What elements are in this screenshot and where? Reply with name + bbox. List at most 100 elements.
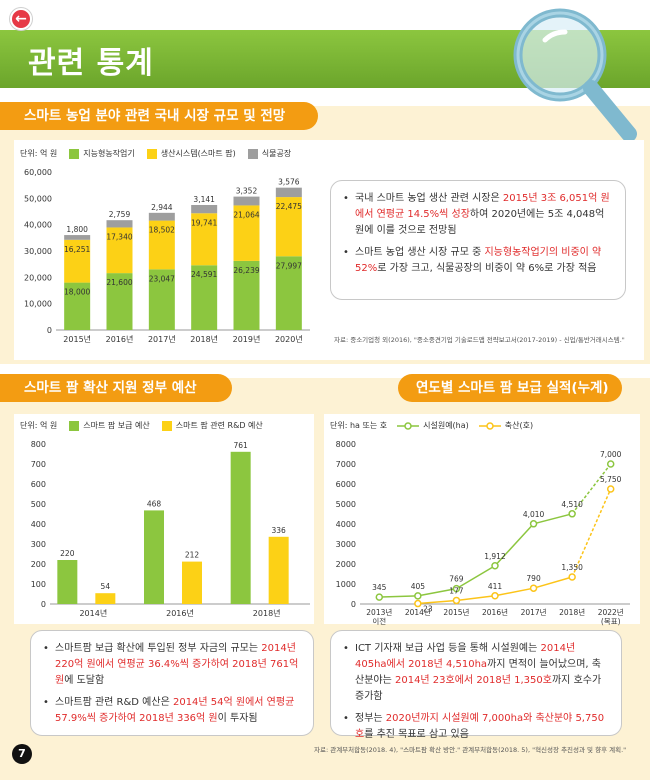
series-point (452, 596, 461, 605)
bar-segment (191, 265, 218, 330)
section2-title: 스마트 팜 확산 지원 정부 예산 (0, 374, 232, 402)
data-label: 1,912 (484, 552, 506, 561)
note-item: 스마트 농업 생산 시장 규모 중 지능형농작업기의 비중이 약 52%로 가장… (343, 245, 613, 277)
y-tick-label: 10,000 (24, 300, 52, 309)
data-label: 16,251 (64, 245, 90, 254)
data-label: 22,475 (276, 202, 302, 211)
bar (182, 561, 202, 604)
series-point (529, 520, 538, 528)
section3-note: ICT 기자재 보급 사업 등을 통해 시설원예는 2014년 405ha에서 … (330, 630, 622, 740)
x-tick-label: 2016년 (166, 608, 194, 618)
x-tick-label: 2017년 (148, 334, 176, 344)
x-tick-label: 2022년 (598, 607, 624, 617)
y-tick-label: 50,000 (24, 194, 52, 203)
bar (57, 560, 78, 604)
series-point (606, 460, 615, 468)
bar-segment (106, 227, 133, 274)
legend-label: 스마트 팜 보급 예산 (83, 421, 150, 430)
data-label: 19,741 (191, 218, 217, 227)
x-tick-label: 2015년 (63, 334, 91, 344)
bar-segment (64, 239, 91, 283)
bar-segment (106, 273, 133, 330)
x-tick-label: 2018년 (253, 608, 281, 618)
bar-segment (233, 260, 260, 330)
data-label: 336 (272, 526, 287, 535)
data-label: 21,064 (233, 210, 259, 219)
page-title: 관련 통계 (28, 46, 154, 81)
bar-segment (275, 197, 302, 257)
legend-label: 시설원예(ha) (423, 421, 469, 430)
series-point (414, 599, 422, 608)
legend-label: 축산(호) (504, 421, 534, 430)
y-tick-label: 700 (31, 460, 46, 469)
data-label: 21,600 (106, 278, 132, 287)
data-label: 1,350 (561, 563, 583, 572)
series-line (456, 595, 496, 602)
y-tick-label: 30,000 (24, 247, 52, 256)
data-label: 212 (185, 551, 200, 560)
bar-segment (64, 235, 91, 240)
series-point (606, 485, 615, 493)
data-label: 2,759 (109, 210, 131, 219)
legend-swatch-gray (247, 148, 258, 159)
bar-segment (64, 282, 91, 330)
series-point (414, 592, 422, 600)
data-label: 790 (526, 574, 541, 583)
bar (144, 510, 164, 604)
x-tick-label: 2019년 (233, 334, 261, 344)
y-tick-label: 400 (31, 520, 46, 529)
section1-legend: 단위: 억 원 지능형농작업기 생산시스템(스마트 팜) 식물공장 (20, 148, 291, 159)
legend-line-green (397, 421, 420, 430)
series-line (533, 576, 573, 589)
series-point (491, 592, 499, 600)
legend-label: 스마트 팜 관련 R&D 예산 (175, 421, 263, 430)
series-line (417, 599, 457, 605)
note-item: 스마트팜 관련 R&D 예산은 2014년 54억 원에서 연평균 57.9%씩… (43, 695, 301, 727)
magnifier-icon (513, 8, 637, 142)
bar-segment (106, 220, 133, 228)
data-label: 5,750 (600, 475, 622, 484)
section1-source: 자료: 중소기업청 외(2016), "중소중견기업 기술로드맵 전략보고서(2… (334, 336, 625, 344)
page-number: 7 (12, 744, 32, 764)
y-tick-label: 2000 (336, 560, 356, 569)
y-tick-label: 200 (31, 560, 46, 569)
legend-swatch-green (69, 148, 80, 159)
back-arrow-icon[interactable]: ← (10, 8, 32, 30)
data-label: 23,047 (149, 274, 175, 283)
y-tick-label: 60,000 (24, 168, 52, 177)
bar-segment (191, 213, 218, 266)
y-tick-label: 0 (351, 600, 356, 609)
series-line (379, 595, 418, 598)
x-tick-label: 2018년 (190, 334, 218, 344)
series-line (494, 587, 534, 597)
bar (95, 593, 116, 604)
bar (230, 451, 251, 604)
section2-legend: 단위: 억 원 스마트 팜 보급 예산 스마트 팜 관련 R&D 예산 (20, 420, 263, 431)
y-tick-label: 600 (31, 480, 46, 489)
y-tick-label: 500 (31, 500, 46, 509)
legend-line-yellow (478, 421, 501, 430)
section2-unit: 단위: 억 원 (20, 421, 58, 430)
data-label: 220 (60, 549, 75, 558)
deployment-chart: 0 1000 2000 3000 4000 5000 6000 7000 8000 2013년이전… (336, 440, 630, 626)
x-tick-label: 2017년 (521, 607, 547, 617)
section3-unit: 단위: ha 또는 호 (330, 421, 388, 430)
data-label: 4,510 (561, 500, 583, 509)
legend-swatch-green (69, 420, 80, 431)
x-tick-label: 2016년 (106, 334, 134, 344)
data-label: 7,000 (600, 450, 622, 459)
y-tick-label: 4000 (336, 520, 356, 529)
data-label: 17,340 (106, 232, 132, 241)
section3-legend: 단위: ha 또는 호 시설원예(ha) 축산(호) (330, 420, 533, 431)
section3-title: 연도별 스마트 팜 보급 실적(누계) (398, 374, 622, 402)
data-label: 468 (147, 499, 162, 508)
data-label: 3,576 (278, 178, 300, 187)
data-label: 761 (234, 441, 249, 450)
x-tick-label: 2016년 (482, 607, 508, 617)
note-item: 국내 스마트 농업 생산 관련 시장은 2015년 3조 6,051억 원에서 … (343, 191, 613, 239)
data-label: 769 (449, 575, 464, 584)
data-label: 411 (488, 582, 503, 591)
data-label: 24,591 (191, 270, 217, 279)
y-tick-label: 300 (31, 540, 46, 549)
x-tick-label: 이전 (372, 616, 386, 626)
